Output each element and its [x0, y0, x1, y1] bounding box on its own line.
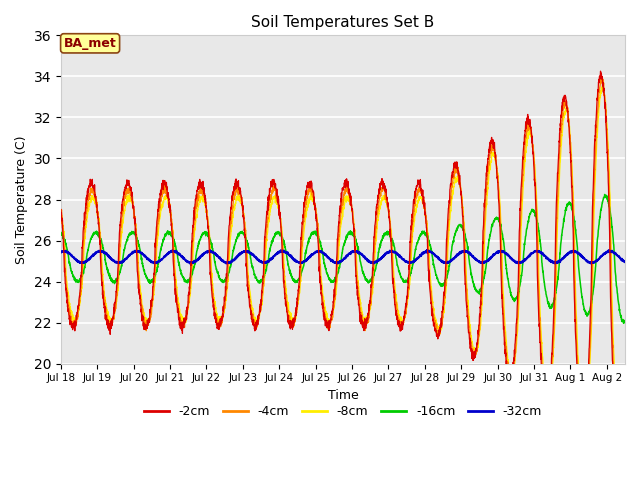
X-axis label: Time: Time — [328, 389, 358, 402]
Y-axis label: Soil Temperature (C): Soil Temperature (C) — [15, 135, 28, 264]
Title: Soil Temperatures Set B: Soil Temperatures Set B — [252, 15, 435, 30]
Legend: -2cm, -4cm, -8cm, -16cm, -32cm: -2cm, -4cm, -8cm, -16cm, -32cm — [139, 400, 547, 423]
Text: BA_met: BA_met — [64, 37, 116, 50]
